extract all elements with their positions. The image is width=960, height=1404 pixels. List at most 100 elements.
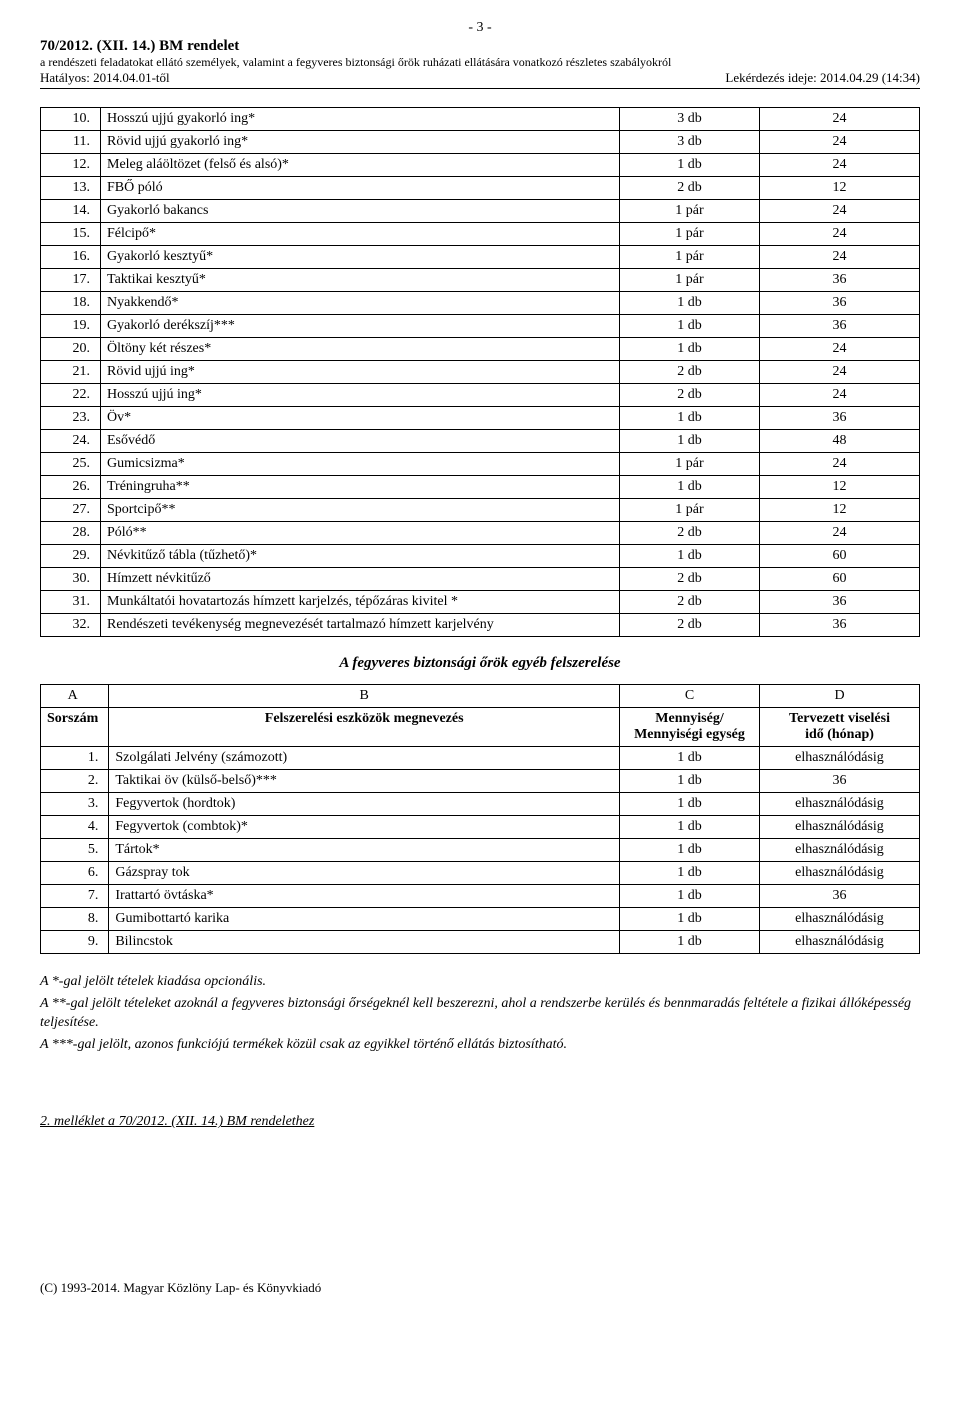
row-name: Hímzett névkitűző <box>101 568 620 591</box>
row-number: 2. <box>41 770 109 793</box>
row-qty: 1 db <box>620 816 760 839</box>
effective-date: Hatályos: 2014.04.01-től <box>40 70 170 86</box>
table-row: 24.Esővédő1 db48 <box>41 430 920 453</box>
row-qty: 1 db <box>620 770 760 793</box>
row-number: 7. <box>41 885 109 908</box>
footnote-line: A ***-gal jelölt, azonos funkciójú termé… <box>40 1035 920 1055</box>
table-row: 17.Taktikai kesztyű*1 pár36 <box>41 269 920 292</box>
row-time: 12 <box>760 476 920 499</box>
row-name: Sportcipő** <box>101 499 620 522</box>
row-name: Rendészeti tevékenység megnevezését tart… <box>101 614 620 637</box>
row-number: 29. <box>41 545 101 568</box>
row-time: 24 <box>760 338 920 361</box>
doc-subtitle: a rendészeti feladatokat ellátó személye… <box>40 55 920 70</box>
row-qty: 1 db <box>620 747 760 770</box>
row-number: 28. <box>41 522 101 545</box>
row-time: elhasználódásig <box>760 793 920 816</box>
row-time: 24 <box>760 223 920 246</box>
row-time: 36 <box>760 614 920 637</box>
row-name: Taktikai öv (külső-belső)*** <box>109 770 620 793</box>
row-name: Öltöny két részes* <box>101 338 620 361</box>
row-qty: 1 db <box>620 430 760 453</box>
row-qty: 2 db <box>620 361 760 384</box>
row-name: Öv* <box>101 407 620 430</box>
row-qty: 1 db <box>620 476 760 499</box>
row-qty: 2 db <box>620 591 760 614</box>
header-time: Tervezett viselésiidő (hónap) <box>760 708 920 747</box>
row-time: 60 <box>760 545 920 568</box>
row-qty: 1 db <box>620 931 760 954</box>
row-time: 24 <box>760 453 920 476</box>
row-time: elhasználódásig <box>760 839 920 862</box>
row-qty: 3 db <box>620 108 760 131</box>
row-qty: 1 db <box>620 885 760 908</box>
row-number: 15. <box>41 223 101 246</box>
row-time: 24 <box>760 200 920 223</box>
row-name: FBŐ póló <box>101 177 620 200</box>
table-row: 11.Rövid ujjú gyakorló ing*3 db24 <box>41 131 920 154</box>
row-name: Irattartó övtáska* <box>109 885 620 908</box>
row-time: elhasználódásig <box>760 747 920 770</box>
row-number: 1. <box>41 747 109 770</box>
row-number: 23. <box>41 407 101 430</box>
row-qty: 2 db <box>620 522 760 545</box>
row-qty: 1 pár <box>620 223 760 246</box>
table-row: 5.Tártok*1 dbelhasználódásig <box>41 839 920 862</box>
table-row: 16.Gyakorló kesztyű*1 pár24 <box>41 246 920 269</box>
row-name: Tártok* <box>109 839 620 862</box>
table-row: 28.Póló**2 db24 <box>41 522 920 545</box>
row-name: Fegyvertok (hordtok) <box>109 793 620 816</box>
row-qty: 2 db <box>620 568 760 591</box>
row-qty: 2 db <box>620 384 760 407</box>
row-time: 36 <box>760 292 920 315</box>
col-a: A <box>41 685 109 708</box>
row-time: elhasználódásig <box>760 908 920 931</box>
table-row: 26.Tréningruha**1 db12 <box>41 476 920 499</box>
row-name: Taktikai kesztyű* <box>101 269 620 292</box>
row-time: elhasználódásig <box>760 816 920 839</box>
row-name: Félcipő* <box>101 223 620 246</box>
row-name: Szolgálati Jelvény (számozott) <box>109 747 620 770</box>
table-row: 4.Fegyvertok (combtok)*1 dbelhasználódás… <box>41 816 920 839</box>
row-qty: 1 db <box>620 338 760 361</box>
row-name: Gyakorló bakancs <box>101 200 620 223</box>
row-time: 60 <box>760 568 920 591</box>
row-number: 27. <box>41 499 101 522</box>
col-c: C <box>620 685 760 708</box>
row-time: 36 <box>760 407 920 430</box>
row-name: Tréningruha** <box>101 476 620 499</box>
table-row: 6.Gázspray tok1 dbelhasználódásig <box>41 862 920 885</box>
col-b: B <box>109 685 620 708</box>
footnote-line: A *-gal jelölt tételek kiadása opcionáli… <box>40 972 920 992</box>
row-number: 26. <box>41 476 101 499</box>
table-row: 25.Gumicsizma*1 pár24 <box>41 453 920 476</box>
row-number: 12. <box>41 154 101 177</box>
header-separator <box>40 88 920 89</box>
row-number: 14. <box>41 200 101 223</box>
row-name: Rövid ujjú ing* <box>101 361 620 384</box>
row-name: Gázspray tok <box>109 862 620 885</box>
row-time: 24 <box>760 131 920 154</box>
row-number: 8. <box>41 908 109 931</box>
row-name: Hosszú ujjú ing* <box>101 384 620 407</box>
row-time: elhasználódásig <box>760 862 920 885</box>
row-name: Munkáltatói hovatartozás hímzett karjelz… <box>101 591 620 614</box>
row-name: Rövid ujjú gyakorló ing* <box>101 131 620 154</box>
row-time: 24 <box>760 384 920 407</box>
row-time: 36 <box>760 269 920 292</box>
row-name: Gumibottartó karika <box>109 908 620 931</box>
table-equipment: A B C D Sorszám Felszerelési eszközök me… <box>40 684 920 954</box>
row-time: 24 <box>760 108 920 131</box>
table-row-header: Sorszám Felszerelési eszközök megnevezés… <box>41 708 920 747</box>
row-qty: 3 db <box>620 131 760 154</box>
table-row: 22.Hosszú ujjú ing*2 db24 <box>41 384 920 407</box>
table-row: 14.Gyakorló bakancs1 pár24 <box>41 200 920 223</box>
table-row: 12.Meleg aláöltözet (felső és alsó)*1 db… <box>41 154 920 177</box>
row-name: Nyakkendő* <box>101 292 620 315</box>
table-row: 13.FBŐ póló2 db12 <box>41 177 920 200</box>
row-time: 48 <box>760 430 920 453</box>
row-number: 11. <box>41 131 101 154</box>
table-row: 30.Hímzett névkitűző2 db60 <box>41 568 920 591</box>
row-time: 36 <box>760 885 920 908</box>
row-qty: 1 pár <box>620 499 760 522</box>
